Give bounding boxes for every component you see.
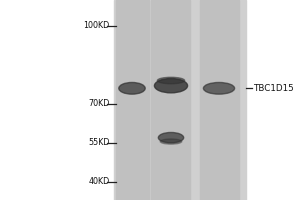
Ellipse shape: [119, 82, 145, 94]
Text: 70KD: 70KD: [88, 99, 109, 108]
Text: TBC1D15: TBC1D15: [254, 84, 294, 93]
Text: 55KD: 55KD: [88, 138, 110, 147]
Bar: [152, 0, 190, 200]
Ellipse shape: [203, 82, 235, 94]
Ellipse shape: [157, 77, 184, 84]
Ellipse shape: [160, 139, 182, 144]
Ellipse shape: [154, 79, 188, 93]
Ellipse shape: [158, 132, 184, 143]
Bar: [116, 0, 148, 200]
Text: 100KD: 100KD: [83, 21, 110, 30]
Bar: [114, 0, 246, 200]
Bar: [200, 0, 238, 200]
Text: 40KD: 40KD: [88, 177, 109, 186]
